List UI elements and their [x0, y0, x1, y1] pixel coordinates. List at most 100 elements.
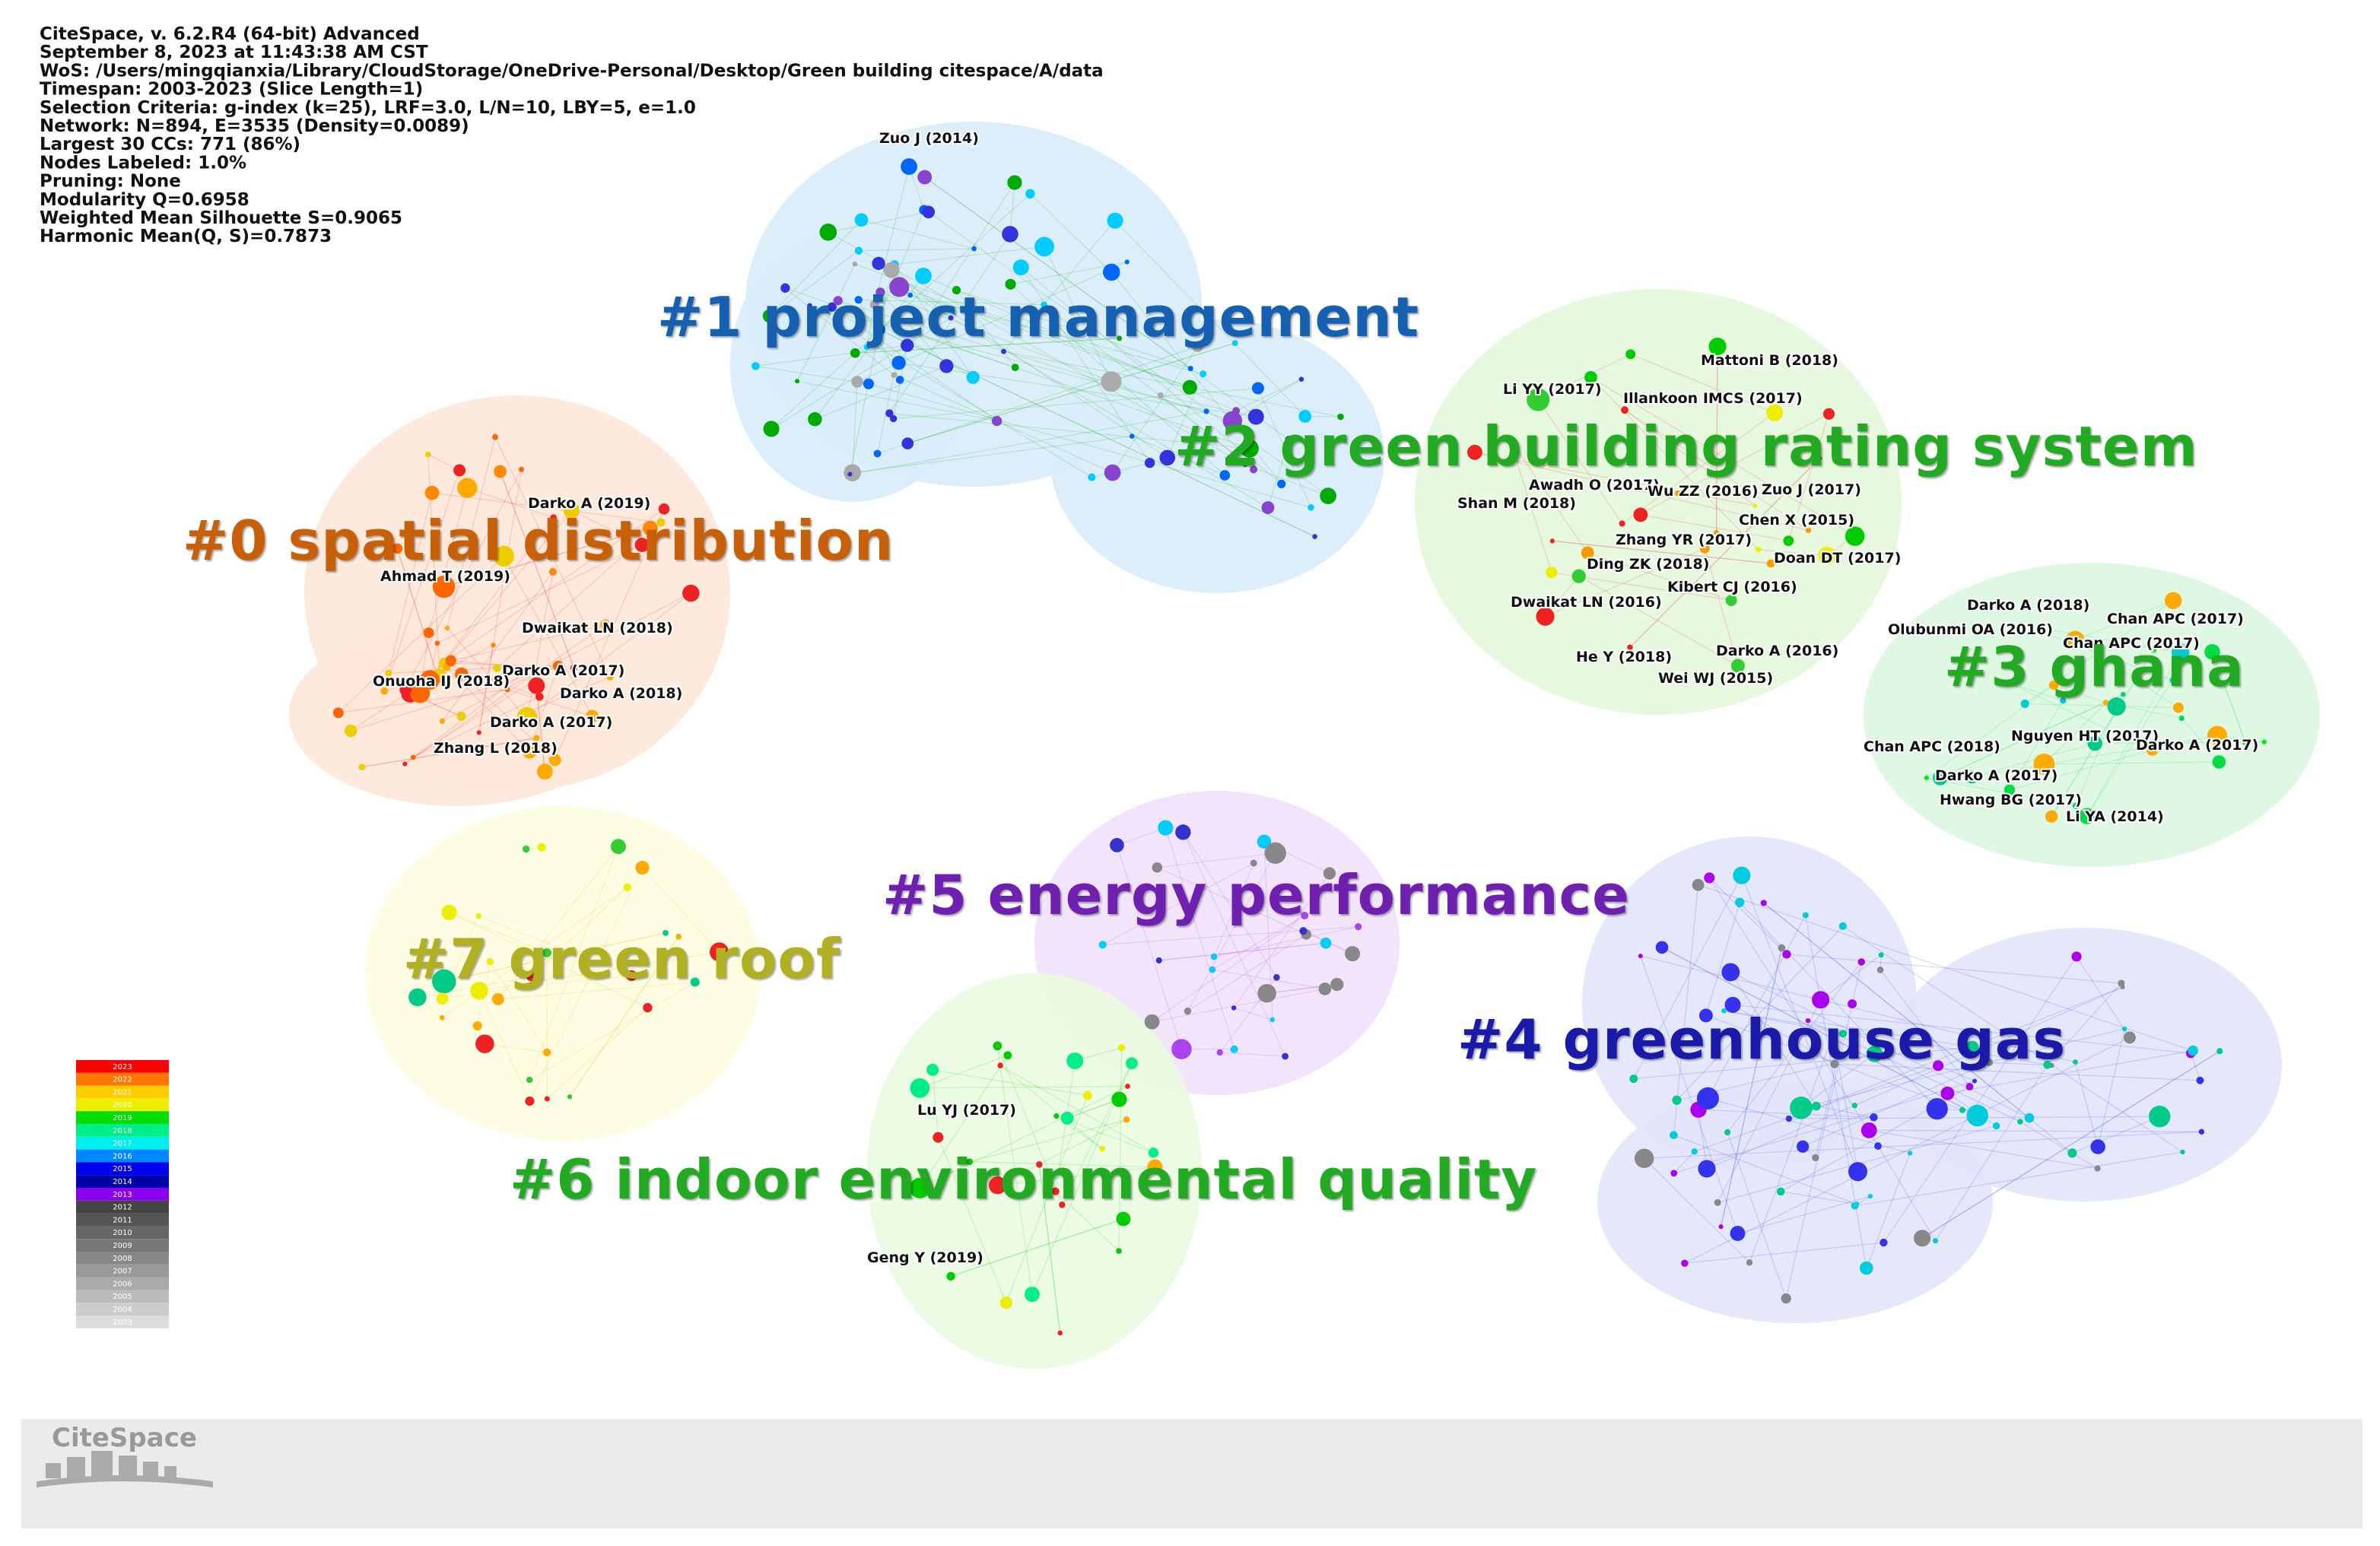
link [507, 689, 593, 717]
node [1041, 301, 1047, 308]
link [1684, 1036, 2131, 1264]
link [1834, 1063, 2200, 1081]
node [445, 655, 456, 666]
node [472, 1021, 482, 1030]
link [1116, 845, 1182, 1049]
node [2180, 1149, 2185, 1155]
node [1002, 226, 1018, 243]
link [2021, 624, 2173, 681]
node [1822, 408, 1835, 420]
node [1638, 954, 1643, 959]
link [569, 936, 679, 1097]
link [1644, 1157, 1750, 1263]
link [526, 592, 691, 718]
node [1107, 212, 1123, 229]
node [1725, 594, 1737, 607]
link [569, 936, 679, 1097]
node [432, 969, 456, 994]
node [529, 983, 535, 989]
link [997, 1119, 1127, 1186]
link [1038, 1164, 1061, 1333]
node [1854, 1202, 1860, 1207]
legend-swatch [76, 1200, 169, 1214]
link [497, 846, 619, 1000]
node-label: Darko A (2019) [528, 495, 650, 512]
link [2076, 956, 2131, 1038]
node [1171, 1039, 1192, 1059]
link [1020, 267, 1151, 464]
node [1965, 1040, 1979, 1054]
link [1257, 388, 1312, 508]
node [1633, 507, 1648, 522]
node [997, 1062, 1003, 1068]
link [2095, 741, 2264, 744]
node [952, 286, 961, 295]
node [344, 724, 357, 738]
legend-year: 2011 [113, 1216, 132, 1224]
link [1698, 1110, 1708, 1169]
node [491, 433, 499, 440]
node [434, 640, 440, 646]
node [663, 929, 669, 936]
node [439, 1015, 445, 1021]
legend-swatch [76, 1175, 169, 1188]
node-label: Dwaikat LN (2016) [1511, 594, 1662, 611]
link [1727, 1132, 1787, 1299]
node [909, 1177, 931, 1198]
node [1621, 406, 1629, 414]
node [475, 913, 481, 919]
node [1282, 1052, 1289, 1060]
node [1818, 546, 1836, 565]
link [529, 846, 619, 1081]
node-label: Geng Y (2019) [867, 1249, 983, 1266]
node [690, 977, 700, 987]
node [2173, 702, 2184, 713]
node [1546, 567, 1558, 579]
node [454, 667, 469, 681]
link [1066, 1099, 1120, 1119]
link [1102, 862, 1254, 945]
link [1091, 462, 1150, 478]
link [431, 492, 661, 523]
node [1812, 991, 1830, 1009]
node [2151, 647, 2157, 653]
node [1192, 341, 1203, 352]
link [1749, 1033, 1834, 1263]
link [443, 932, 666, 983]
header-line: Largest 30 CCs: 771 (86%) [40, 135, 300, 154]
header-line: Pruning: None [40, 172, 181, 192]
node [2017, 1119, 2023, 1125]
link [899, 286, 1190, 388]
node [833, 296, 843, 306]
node [926, 1063, 939, 1076]
link [969, 1161, 1155, 1168]
link [769, 250, 860, 316]
link [1509, 439, 1552, 573]
node [550, 514, 558, 522]
node [491, 992, 504, 1005]
link [1807, 1020, 2021, 1122]
link [937, 1137, 1007, 1303]
node [1675, 490, 1681, 497]
link [924, 176, 1191, 370]
link [1590, 376, 1855, 537]
node [1907, 1151, 1913, 1156]
link [1235, 379, 1302, 411]
node [1627, 644, 1633, 650]
link [855, 338, 1120, 354]
link [1233, 1007, 1273, 1021]
node-label: Awadh O (2017) [1529, 477, 1660, 494]
link [1661, 947, 1978, 1116]
link [1622, 412, 1775, 525]
node [1851, 1103, 1857, 1109]
node [1003, 1051, 1012, 1060]
node [2123, 1031, 2136, 1044]
node [1704, 872, 1715, 884]
node [1857, 958, 1866, 966]
node [2087, 735, 2102, 751]
link [1055, 1060, 1076, 1192]
link [1640, 493, 1679, 516]
node-label: Chen X (2015) [1739, 512, 1854, 529]
node [1830, 1059, 1839, 1068]
node [885, 409, 894, 417]
